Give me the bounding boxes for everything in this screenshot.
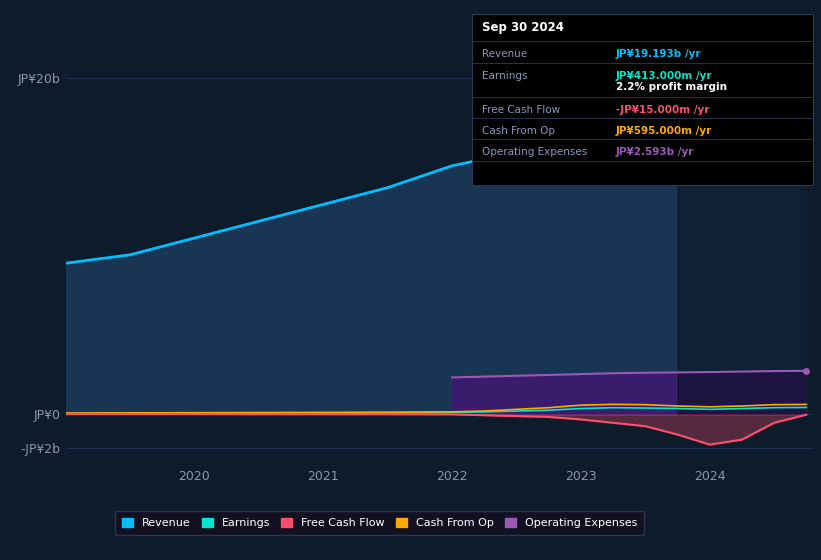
Text: JP¥413.000m /yr: JP¥413.000m /yr (616, 71, 713, 81)
Text: Earnings: Earnings (482, 71, 527, 81)
Text: JP¥595.000m /yr: JP¥595.000m /yr (616, 126, 712, 136)
Text: Revenue: Revenue (482, 49, 527, 59)
Legend: Revenue, Earnings, Free Cash Flow, Cash From Op, Operating Expenses: Revenue, Earnings, Free Cash Flow, Cash … (115, 511, 644, 535)
Text: -JP¥15.000m /yr: -JP¥15.000m /yr (616, 105, 709, 115)
Text: Sep 30 2024: Sep 30 2024 (482, 21, 564, 34)
Text: Cash From Op: Cash From Op (482, 126, 555, 136)
Text: JP¥2.593b /yr: JP¥2.593b /yr (616, 147, 694, 157)
Text: Operating Expenses: Operating Expenses (482, 147, 587, 157)
Text: JP¥19.193b /yr: JP¥19.193b /yr (616, 49, 701, 59)
Text: Free Cash Flow: Free Cash Flow (482, 105, 560, 115)
Text: 2.2% profit margin: 2.2% profit margin (616, 82, 727, 92)
